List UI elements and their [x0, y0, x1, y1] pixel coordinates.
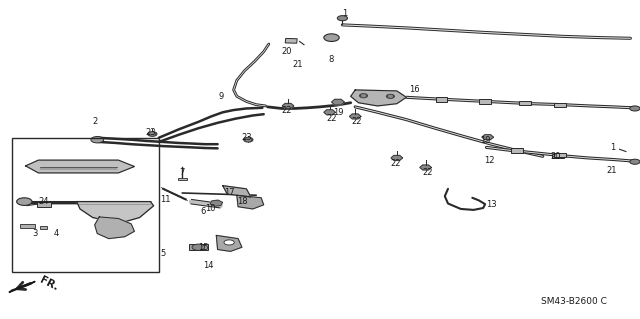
Text: 7: 7 [180, 168, 185, 177]
Polygon shape [482, 135, 493, 140]
Text: 20: 20 [550, 152, 561, 161]
Text: SM43-B2600 C: SM43-B2600 C [541, 297, 607, 306]
FancyBboxPatch shape [479, 99, 491, 103]
Polygon shape [9, 281, 35, 293]
Circle shape [148, 132, 157, 136]
Circle shape [244, 137, 253, 142]
FancyBboxPatch shape [519, 101, 531, 105]
Text: 22: 22 [326, 114, 337, 123]
Text: 1: 1 [611, 143, 616, 152]
Text: 1: 1 [342, 9, 347, 18]
Polygon shape [223, 186, 251, 197]
Text: 13: 13 [486, 200, 497, 209]
Polygon shape [391, 155, 403, 160]
Text: 9: 9 [218, 92, 223, 101]
Text: 24: 24 [38, 197, 49, 206]
FancyBboxPatch shape [554, 152, 566, 157]
Text: 19: 19 [480, 137, 490, 145]
Text: 17: 17 [224, 189, 234, 197]
Circle shape [17, 198, 32, 205]
Circle shape [360, 94, 367, 98]
Polygon shape [26, 160, 134, 173]
Text: 22: 22 [282, 106, 292, 115]
Polygon shape [420, 165, 431, 170]
FancyBboxPatch shape [511, 148, 523, 152]
Bar [12, 138, 159, 272]
Circle shape [192, 244, 205, 250]
FancyBboxPatch shape [552, 153, 564, 158]
Text: 23: 23 [241, 133, 252, 142]
Polygon shape [282, 103, 294, 108]
Circle shape [387, 94, 394, 98]
Bar [40, 226, 47, 229]
Circle shape [150, 133, 155, 135]
Text: 3: 3 [33, 229, 38, 238]
Text: 16: 16 [410, 85, 420, 94]
Polygon shape [351, 90, 406, 106]
Polygon shape [324, 110, 335, 115]
Circle shape [337, 16, 348, 21]
Bar [20, 224, 35, 228]
Polygon shape [95, 217, 134, 239]
Circle shape [630, 106, 640, 111]
Circle shape [324, 34, 339, 41]
Text: 12: 12 [484, 156, 495, 165]
Bar [189, 244, 208, 250]
Text: 22: 22 [422, 168, 433, 177]
Circle shape [630, 159, 640, 164]
Text: 23: 23 [145, 128, 156, 137]
Text: FR.: FR. [38, 275, 60, 293]
Text: 20: 20 [282, 47, 292, 56]
Bar [178, 178, 187, 180]
Bar [37, 202, 51, 207]
Text: 21: 21 [606, 166, 616, 175]
Text: 11: 11 [160, 195, 170, 204]
Circle shape [246, 138, 251, 141]
Polygon shape [77, 202, 154, 222]
Text: 22: 22 [352, 117, 362, 126]
FancyBboxPatch shape [554, 103, 566, 107]
Text: 21: 21 [292, 60, 303, 69]
Circle shape [224, 240, 234, 245]
Circle shape [388, 95, 392, 97]
Text: 15: 15 [198, 243, 209, 252]
Polygon shape [210, 200, 223, 206]
Text: 2: 2 [92, 117, 97, 126]
FancyBboxPatch shape [285, 39, 297, 43]
Text: 22: 22 [390, 159, 401, 168]
Text: 10: 10 [205, 204, 215, 213]
Text: 14: 14 [203, 261, 213, 270]
Text: 18: 18 [237, 197, 247, 206]
Circle shape [91, 137, 104, 143]
Polygon shape [349, 114, 361, 119]
Text: 5: 5 [161, 249, 166, 258]
FancyBboxPatch shape [436, 98, 447, 102]
Polygon shape [237, 195, 264, 209]
Polygon shape [332, 99, 344, 105]
Polygon shape [216, 235, 242, 251]
Text: 4: 4 [54, 229, 59, 238]
Text: 6: 6 [201, 207, 206, 216]
Text: 8: 8 [329, 55, 334, 63]
Text: 19: 19 [333, 108, 343, 117]
Circle shape [362, 95, 365, 97]
